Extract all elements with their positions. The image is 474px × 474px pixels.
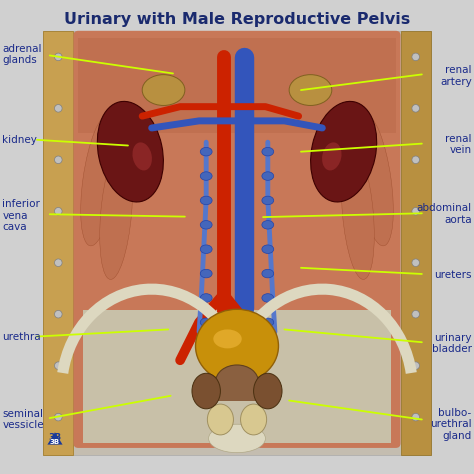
Ellipse shape bbox=[200, 220, 212, 229]
Ellipse shape bbox=[310, 101, 377, 202]
Ellipse shape bbox=[200, 318, 212, 327]
Ellipse shape bbox=[262, 294, 274, 302]
Ellipse shape bbox=[262, 172, 274, 180]
Ellipse shape bbox=[132, 142, 152, 171]
Circle shape bbox=[412, 105, 419, 112]
Text: inferior
vena
cava: inferior vena cava bbox=[2, 199, 40, 232]
Bar bbox=[401, 31, 431, 455]
FancyBboxPatch shape bbox=[73, 31, 401, 448]
Ellipse shape bbox=[262, 147, 274, 156]
Polygon shape bbox=[47, 432, 63, 445]
Circle shape bbox=[412, 208, 419, 215]
Circle shape bbox=[55, 310, 62, 318]
Circle shape bbox=[55, 105, 62, 112]
Ellipse shape bbox=[262, 269, 274, 278]
Ellipse shape bbox=[262, 245, 274, 254]
Circle shape bbox=[55, 259, 62, 266]
Ellipse shape bbox=[262, 220, 274, 229]
FancyArrow shape bbox=[54, 436, 55, 438]
Text: urinary
bladder: urinary bladder bbox=[432, 333, 472, 355]
Ellipse shape bbox=[322, 142, 342, 171]
Circle shape bbox=[55, 413, 62, 421]
Ellipse shape bbox=[262, 196, 274, 205]
Ellipse shape bbox=[200, 294, 212, 302]
Circle shape bbox=[412, 362, 419, 369]
Circle shape bbox=[412, 413, 419, 421]
Ellipse shape bbox=[200, 245, 212, 254]
Ellipse shape bbox=[200, 172, 212, 180]
Ellipse shape bbox=[142, 74, 185, 106]
Circle shape bbox=[55, 362, 62, 369]
Ellipse shape bbox=[195, 310, 279, 383]
Ellipse shape bbox=[97, 101, 164, 202]
Text: bulbo-
urethral
gland: bulbo- urethral gland bbox=[430, 408, 472, 441]
Text: Urinary with Male Reproductive Pelvis: Urinary with Male Reproductive Pelvis bbox=[64, 12, 410, 27]
Text: renal
artery: renal artery bbox=[440, 65, 472, 87]
Ellipse shape bbox=[81, 114, 118, 246]
Text: ureters: ureters bbox=[434, 270, 472, 280]
Bar bbox=[43, 31, 431, 455]
Ellipse shape bbox=[254, 374, 282, 409]
Ellipse shape bbox=[209, 424, 265, 453]
Text: abdominal
aorta: abdominal aorta bbox=[417, 203, 472, 225]
Text: renal
vein: renal vein bbox=[445, 134, 472, 155]
FancyBboxPatch shape bbox=[83, 310, 391, 443]
Ellipse shape bbox=[240, 404, 266, 435]
FancyBboxPatch shape bbox=[78, 38, 396, 133]
Text: urethra: urethra bbox=[2, 331, 41, 342]
Text: kidney: kidney bbox=[2, 135, 37, 145]
Circle shape bbox=[412, 156, 419, 164]
Circle shape bbox=[412, 53, 419, 61]
Bar bbox=[216, 379, 258, 401]
Ellipse shape bbox=[341, 147, 374, 279]
Circle shape bbox=[55, 53, 62, 61]
Ellipse shape bbox=[356, 114, 393, 246]
Circle shape bbox=[55, 208, 62, 215]
Ellipse shape bbox=[216, 365, 258, 398]
Text: 3B: 3B bbox=[48, 433, 61, 442]
Circle shape bbox=[412, 310, 419, 318]
Ellipse shape bbox=[192, 374, 220, 409]
Text: seminal
vessicle: seminal vessicle bbox=[2, 409, 44, 430]
Ellipse shape bbox=[213, 329, 242, 348]
Ellipse shape bbox=[200, 269, 212, 278]
Ellipse shape bbox=[200, 147, 212, 156]
Ellipse shape bbox=[208, 404, 233, 435]
Ellipse shape bbox=[262, 318, 274, 327]
Text: 3B: 3B bbox=[50, 439, 60, 445]
Circle shape bbox=[412, 259, 419, 266]
Bar bbox=[43, 31, 73, 455]
Ellipse shape bbox=[200, 196, 212, 205]
Ellipse shape bbox=[100, 147, 133, 279]
Ellipse shape bbox=[289, 74, 332, 106]
Text: adrenal
glands: adrenal glands bbox=[2, 44, 42, 65]
Circle shape bbox=[55, 156, 62, 164]
